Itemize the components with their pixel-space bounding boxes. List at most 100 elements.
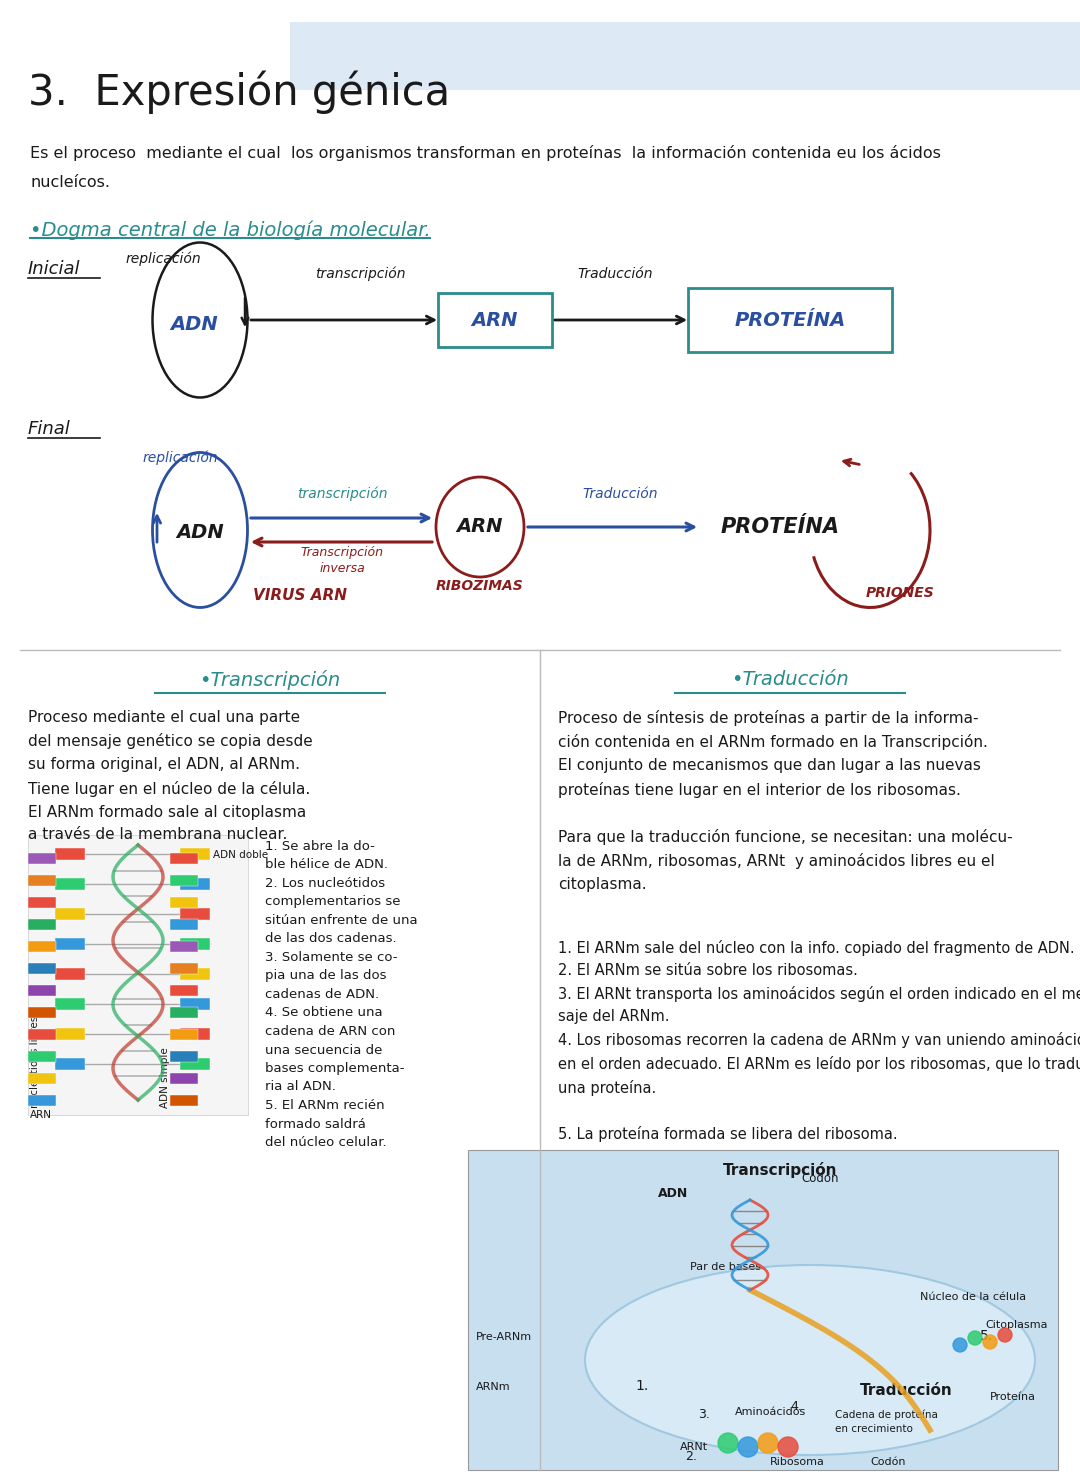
Text: •Dogma central de la biología molecular.: •Dogma central de la biología molecular. [30, 220, 431, 240]
Bar [180, 998, 210, 1010]
Bar [28, 896, 56, 908]
Text: Proceso de síntesis de proteínas a partir de la informa-
ción contenida en el AR: Proceso de síntesis de proteínas a parti… [558, 710, 1013, 892]
Text: replicación: replicación [125, 251, 201, 266]
Circle shape [983, 1336, 997, 1349]
Text: 1. Se abre la do-
ble hélice de ADN.
2. Los nucleótidos
complementarios se
sitúa: 1. Se abre la do- ble hélice de ADN. 2. … [265, 840, 418, 1149]
Bar [170, 1094, 198, 1106]
Text: 2.: 2. [685, 1449, 697, 1463]
Text: ARN: ARN [472, 311, 518, 330]
Text: ADN simple: ADN simple [160, 1047, 170, 1108]
Text: ADN: ADN [176, 522, 224, 541]
Bar [28, 836, 248, 1115]
Bar [28, 876, 56, 886]
Text: Proteína: Proteína [990, 1392, 1036, 1402]
Text: nucleótidos libres: nucleótidos libres [30, 1016, 40, 1108]
Bar [180, 1028, 210, 1040]
Text: ARN: ARN [30, 1111, 52, 1120]
Text: VIRUS ARN: VIRUS ARN [253, 589, 347, 603]
Bar [170, 963, 198, 975]
Bar [170, 876, 198, 886]
Bar [28, 963, 56, 975]
Circle shape [758, 1433, 778, 1452]
Bar [28, 1052, 56, 1062]
Bar [170, 1072, 198, 1084]
Bar [180, 908, 210, 920]
Text: ADN: ADN [658, 1188, 688, 1199]
Bar [28, 941, 56, 952]
Text: transcripción: transcripción [314, 266, 405, 281]
Bar [180, 879, 210, 890]
Bar [28, 1094, 56, 1106]
Bar [180, 1057, 210, 1069]
Text: ARN: ARN [457, 518, 503, 537]
Text: PROTEÍNA: PROTEÍNA [720, 518, 839, 537]
Bar [55, 1028, 85, 1040]
Circle shape [998, 1328, 1012, 1341]
Text: transcripción: transcripción [297, 487, 388, 501]
Bar [180, 938, 210, 950]
Text: 3.  Expresión génica: 3. Expresión génica [28, 70, 450, 114]
Text: 5.: 5. [980, 1330, 994, 1343]
Bar [170, 985, 198, 995]
Text: Aminoácidos: Aminoácidos [735, 1407, 807, 1417]
FancyBboxPatch shape [688, 288, 892, 352]
Bar [170, 1052, 198, 1062]
Text: ARNt: ARNt [680, 1442, 708, 1452]
Bar [55, 938, 85, 950]
Text: Es el proceso  mediante el cual  los organismos transforman en proteínas  la inf: Es el proceso mediante el cual los organ… [30, 145, 941, 161]
Bar [170, 918, 198, 930]
Text: Final: Final [28, 420, 71, 438]
Text: nucleícos.: nucleícos. [30, 175, 110, 189]
Text: ARNm: ARNm [476, 1381, 511, 1392]
Text: Transcripción: Transcripción [300, 546, 383, 559]
Text: Traducción: Traducción [582, 487, 658, 501]
Bar [28, 1007, 56, 1018]
Text: Núcleo de la célula: Núcleo de la célula [920, 1293, 1026, 1302]
FancyBboxPatch shape [438, 293, 552, 348]
Bar [28, 853, 56, 864]
Bar [55, 908, 85, 920]
Text: inversa: inversa [319, 562, 365, 575]
Text: Cadena de proteína: Cadena de proteína [835, 1409, 937, 1420]
Bar [28, 1072, 56, 1084]
Circle shape [953, 1338, 967, 1352]
Bar [55, 847, 85, 859]
Text: Proceso mediante el cual una parte
del mensaje genético se copia desde
su forma : Proceso mediante el cual una parte del m… [28, 710, 313, 843]
Bar [170, 853, 198, 864]
Circle shape [718, 1433, 738, 1452]
Circle shape [738, 1438, 758, 1457]
Text: ADN: ADN [171, 315, 218, 334]
Bar [28, 918, 56, 930]
Text: Codón: Codón [801, 1171, 839, 1185]
Text: Traducción: Traducción [860, 1383, 953, 1398]
Bar [291, 22, 1080, 90]
Text: •Transcripción: •Transcripción [200, 670, 340, 691]
Bar [55, 967, 85, 981]
Bar [180, 967, 210, 981]
Text: Transcripción: Transcripción [723, 1162, 837, 1177]
Text: Citoplasma: Citoplasma [985, 1319, 1048, 1330]
Text: ADN doble: ADN doble [213, 850, 268, 859]
Circle shape [968, 1331, 982, 1344]
Text: •Traducción: •Traducción [731, 670, 849, 689]
Bar [170, 896, 198, 908]
Bar [55, 1057, 85, 1069]
Bar [180, 847, 210, 859]
Circle shape [778, 1438, 798, 1457]
Text: RIBOZIMAS: RIBOZIMAS [436, 578, 524, 593]
Text: Ribosoma: Ribosoma [770, 1457, 825, 1467]
Text: Inicial: Inicial [28, 260, 81, 278]
Bar [170, 1029, 198, 1040]
Text: en crecimiento: en crecimiento [835, 1424, 913, 1435]
Bar [170, 941, 198, 952]
Text: Traducción: Traducción [577, 268, 652, 281]
Text: replicación: replicación [143, 451, 218, 464]
Bar [55, 879, 85, 890]
Ellipse shape [585, 1265, 1035, 1455]
Text: 1. El ARNm sale del núcleo con la info. copiado del fragmento de ADN.
2. El ARNm: 1. El ARNm sale del núcleo con la info. … [558, 941, 1080, 1142]
Bar [55, 998, 85, 1010]
Bar [468, 1151, 1058, 1470]
Text: Par de bases: Par de bases [690, 1262, 761, 1272]
Bar [170, 1007, 198, 1018]
Text: 1.: 1. [635, 1378, 648, 1393]
